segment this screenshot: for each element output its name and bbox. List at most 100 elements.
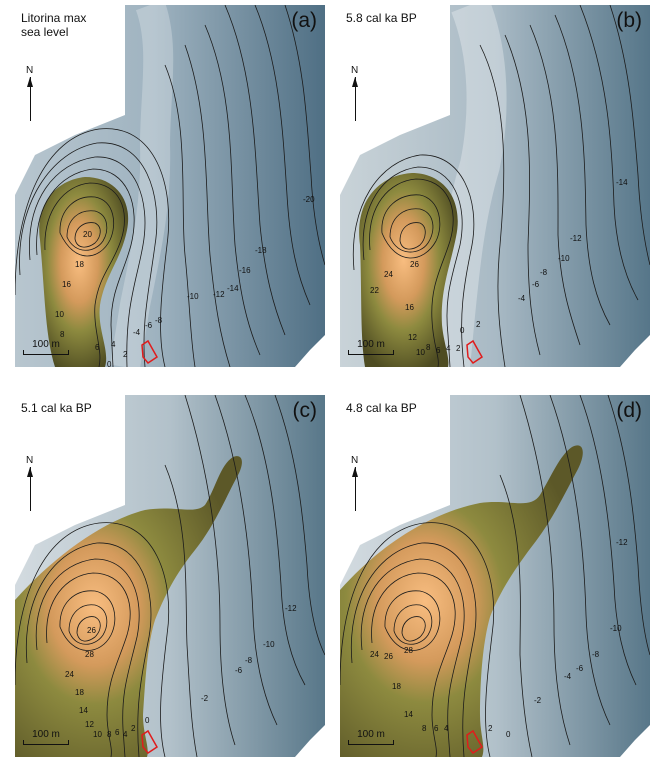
svg-text:2: 2 xyxy=(123,350,128,359)
svg-text:8: 8 xyxy=(107,730,112,739)
svg-text:8: 8 xyxy=(60,330,65,339)
svg-text:24: 24 xyxy=(65,670,74,679)
north-label: N xyxy=(26,455,33,466)
north-arrow-icon: N xyxy=(348,65,368,125)
svg-text:14: 14 xyxy=(404,710,413,719)
svg-text:-8: -8 xyxy=(540,268,548,277)
svg-text:14: 14 xyxy=(79,706,88,715)
panel-title: Litorina max sea level xyxy=(21,11,131,39)
svg-text:-10: -10 xyxy=(263,640,275,649)
map-panel-c: 26 28 24 18 14 12 10 8 6 4 2 0 -2 -6 -8 … xyxy=(15,395,325,757)
bathymetry-map-a: 20 18 16 10 8 6 4 2 0 -4 -6 -8 -10 -12 -… xyxy=(15,5,325,367)
svg-text:26: 26 xyxy=(384,652,393,661)
north-arrow-icon: N xyxy=(348,455,368,515)
map-panel-b: 26 24 22 16 12 10 8 6 4 2 0 2 -4 -6 -8 -… xyxy=(340,5,650,367)
svg-text:8: 8 xyxy=(422,724,427,733)
svg-text:-20: -20 xyxy=(303,195,315,204)
svg-text:-12: -12 xyxy=(616,538,628,547)
svg-text:8: 8 xyxy=(426,343,431,352)
svg-text:-6: -6 xyxy=(145,321,153,330)
svg-text:12: 12 xyxy=(85,720,94,729)
north-arrow-icon: N xyxy=(23,65,43,125)
svg-text:16: 16 xyxy=(62,280,71,289)
svg-text:26: 26 xyxy=(410,260,419,269)
panel-letter: (d) xyxy=(616,399,642,423)
svg-text:28: 28 xyxy=(404,646,413,655)
svg-text:-4: -4 xyxy=(564,672,572,681)
panel-letter: (b) xyxy=(616,9,642,33)
svg-text:-16: -16 xyxy=(239,266,251,275)
svg-text:-10: -10 xyxy=(558,254,570,263)
svg-text:-10: -10 xyxy=(610,624,622,633)
svg-text:-6: -6 xyxy=(576,664,584,673)
svg-text:-4: -4 xyxy=(133,328,141,337)
bathymetry-map-c: 26 28 24 18 14 12 10 8 6 4 2 0 -2 -6 -8 … xyxy=(15,395,325,757)
map-panel-d: 24 26 28 18 14 8 6 4 2 0 -2 -4 -6 -8 -10… xyxy=(340,395,650,757)
panel-letter: (a) xyxy=(291,9,317,33)
panel-title: 4.8 cal ka BP xyxy=(346,401,456,415)
svg-text:4: 4 xyxy=(446,344,451,353)
svg-text:10: 10 xyxy=(416,348,425,357)
scale-bar: 100 m xyxy=(23,339,69,355)
svg-text:-18: -18 xyxy=(255,246,267,255)
svg-text:22: 22 xyxy=(370,286,379,295)
svg-text:-8: -8 xyxy=(592,650,600,659)
north-label: N xyxy=(26,65,33,76)
svg-text:10: 10 xyxy=(55,310,64,319)
svg-text:-14: -14 xyxy=(616,178,628,187)
svg-text:-12: -12 xyxy=(213,290,225,299)
scale-label: 100 m xyxy=(348,339,394,350)
scale-bar: 100 m xyxy=(348,729,394,745)
svg-text:-2: -2 xyxy=(201,694,209,703)
svg-text:-8: -8 xyxy=(155,316,163,325)
scale-bar: 100 m xyxy=(23,729,69,745)
svg-text:24: 24 xyxy=(384,270,393,279)
svg-text:16: 16 xyxy=(405,303,414,312)
svg-text:6: 6 xyxy=(115,728,120,737)
svg-text:-2: -2 xyxy=(534,696,542,705)
svg-text:-4: -4 xyxy=(518,294,526,303)
svg-text:-12: -12 xyxy=(285,604,297,613)
svg-text:2: 2 xyxy=(488,724,493,733)
svg-text:28: 28 xyxy=(85,650,94,659)
scale-bar: 100 m xyxy=(348,339,394,355)
svg-text:26: 26 xyxy=(87,626,96,635)
svg-text:2: 2 xyxy=(476,320,481,329)
svg-text:-10: -10 xyxy=(187,292,199,301)
north-label: N xyxy=(351,455,358,466)
svg-text:-12: -12 xyxy=(570,234,582,243)
bathymetry-map-d: 24 26 28 18 14 8 6 4 2 0 -2 -4 -6 -8 -10… xyxy=(340,395,650,757)
bathymetry-map-b: 26 24 22 16 12 10 8 6 4 2 0 2 -4 -6 -8 -… xyxy=(340,5,650,367)
svg-text:6: 6 xyxy=(436,346,441,355)
map-panel-a: 20 18 16 10 8 6 4 2 0 -4 -6 -8 -10 -12 -… xyxy=(15,5,325,367)
svg-text:0: 0 xyxy=(506,730,511,739)
svg-text:18: 18 xyxy=(392,682,401,691)
svg-text:4: 4 xyxy=(123,730,128,739)
svg-text:2: 2 xyxy=(131,724,136,733)
svg-text:2: 2 xyxy=(456,344,461,353)
svg-text:6: 6 xyxy=(434,724,439,733)
svg-text:20: 20 xyxy=(83,230,92,239)
svg-text:4: 4 xyxy=(444,724,449,733)
panel-title: 5.8 cal ka BP xyxy=(346,11,456,25)
panel-letter: (c) xyxy=(293,399,318,423)
svg-text:6: 6 xyxy=(95,343,100,352)
scale-label: 100 m xyxy=(348,729,394,740)
panel-title: 5.1 cal ka BP xyxy=(21,401,131,415)
svg-text:24: 24 xyxy=(370,650,379,659)
svg-text:12: 12 xyxy=(408,333,417,342)
svg-text:-14: -14 xyxy=(227,284,239,293)
svg-text:0: 0 xyxy=(460,326,465,335)
svg-text:-6: -6 xyxy=(235,666,243,675)
svg-text:18: 18 xyxy=(75,688,84,697)
svg-text:-6: -6 xyxy=(532,280,540,289)
svg-text:0: 0 xyxy=(107,360,112,367)
svg-text:10: 10 xyxy=(93,730,102,739)
scale-label: 100 m xyxy=(23,729,69,740)
svg-text:0: 0 xyxy=(145,716,150,725)
svg-text:4: 4 xyxy=(111,340,116,349)
svg-text:18: 18 xyxy=(75,260,84,269)
scale-label: 100 m xyxy=(23,339,69,350)
north-arrow-icon: N xyxy=(23,455,43,515)
svg-text:-8: -8 xyxy=(245,656,253,665)
